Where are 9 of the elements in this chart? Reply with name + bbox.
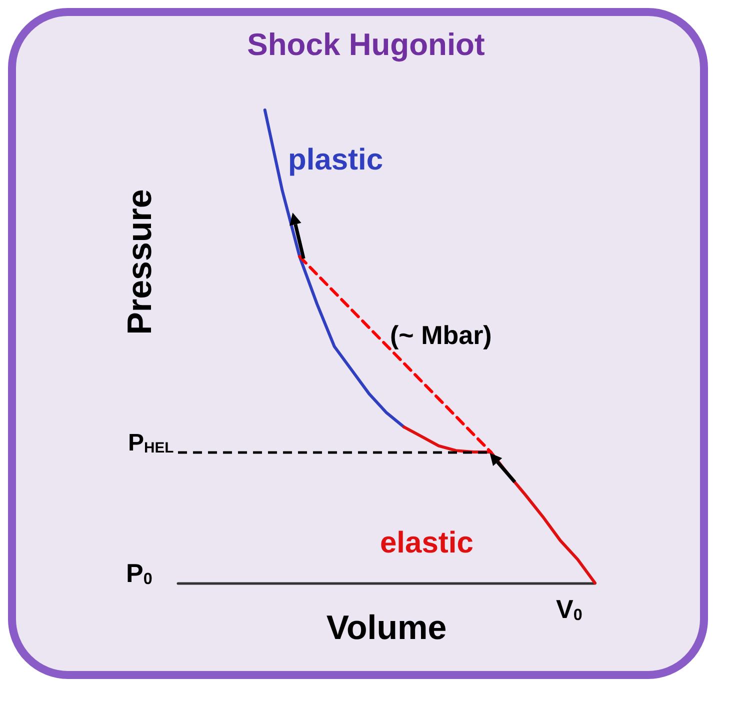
series-label: plastic <box>288 144 384 176</box>
ref-line-label: PHEL <box>128 430 174 457</box>
text: V0 <box>556 594 582 624</box>
text: elastic <box>380 526 474 560</box>
x-axis-title: Volume <box>326 609 447 647</box>
text: P0 <box>126 558 152 588</box>
y-axis-title: Pressure <box>121 189 159 335</box>
annotation: (~ Mbar) <box>390 320 492 350</box>
chart-title: Shock Hugoniot <box>247 27 485 62</box>
